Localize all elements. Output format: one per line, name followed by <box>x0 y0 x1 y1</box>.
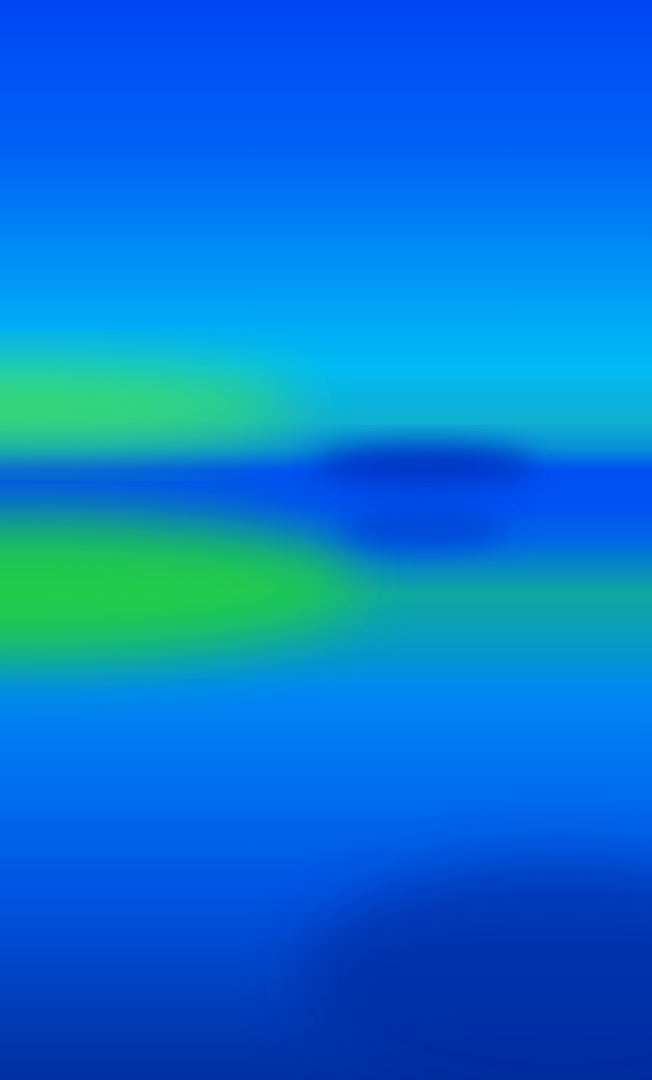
green-reflection <box>0 515 360 655</box>
green-glow <box>0 367 300 443</box>
corner-shade <box>300 860 652 1080</box>
island <box>315 445 535 485</box>
island-reflection <box>340 508 510 548</box>
